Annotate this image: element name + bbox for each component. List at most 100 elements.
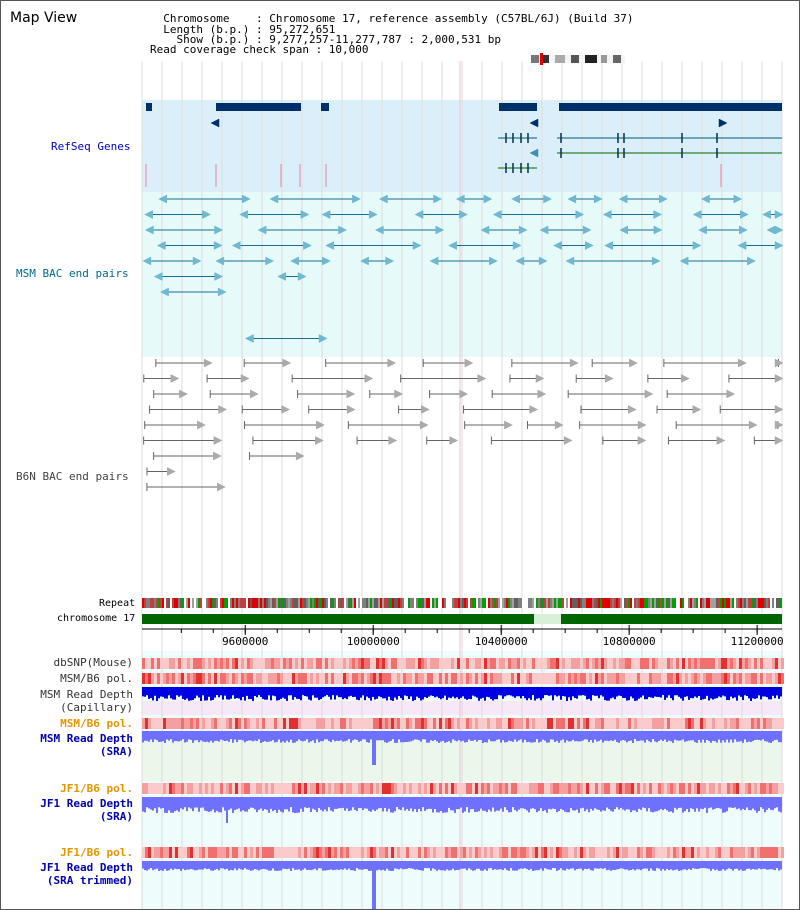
pol-cell [244, 847, 247, 858]
pol-cell [685, 847, 688, 858]
depth-bar [156, 861, 158, 869]
repeat-segment [516, 598, 518, 608]
depth-bar [536, 797, 538, 813]
repeat-segment [392, 598, 394, 608]
pol-cell [541, 847, 544, 858]
pol-cell [406, 673, 409, 684]
pol-cell [244, 673, 247, 684]
depth-bar [298, 861, 300, 870]
depth-bar [166, 731, 168, 740]
b6n-bac-track-label[interactable]: B6N BAC end pairs [16, 470, 129, 483]
depth-bar [152, 797, 154, 811]
depth-bar [582, 731, 584, 741]
depth-bar [728, 861, 730, 869]
depth-bar [702, 861, 704, 869]
depth-bar [582, 861, 584, 871]
pol-cell [496, 718, 499, 729]
pol-cell [193, 783, 196, 794]
pol-cell [709, 847, 712, 858]
pol-cell [226, 658, 229, 669]
depth-bar [750, 687, 752, 701]
pol-cell [310, 673, 313, 684]
depth-bar [716, 861, 718, 870]
depth-bar [464, 731, 466, 743]
repeat-segment [692, 598, 694, 608]
depth-bar [314, 687, 316, 698]
depth-bar [776, 731, 778, 740]
depth-bar [722, 861, 724, 870]
depth-bar [388, 861, 390, 871]
depth-bar [354, 797, 356, 810]
pol-cell [145, 783, 148, 794]
pol-cell [667, 847, 670, 858]
depth-bar [614, 687, 616, 700]
pol-cell [361, 847, 364, 858]
bac-end [419, 420, 429, 430]
pol-cell [496, 673, 499, 684]
pol-cell [508, 783, 511, 794]
depth-bar [728, 687, 730, 701]
pol-cell [511, 658, 514, 669]
pol-cell [586, 847, 589, 858]
pol-cell [241, 673, 244, 684]
depth-bar [630, 797, 632, 813]
pol-cell [745, 847, 748, 858]
msm-bac-track-label[interactable]: MSM BAC end pairs [16, 267, 129, 280]
depth-bar [492, 861, 494, 870]
depth-bar [604, 731, 606, 741]
depth-bar [246, 731, 248, 741]
depth-bar [488, 797, 490, 810]
depth-bar [414, 687, 416, 701]
depth-bar [384, 861, 386, 871]
pol-cell [751, 673, 754, 684]
depth-bar [412, 797, 414, 812]
pol-cell [487, 847, 490, 858]
bac-end [213, 241, 223, 250]
depth-bar [272, 731, 274, 741]
depth-bar [762, 731, 764, 740]
pol-cell [286, 783, 289, 794]
depth-bar [660, 731, 662, 740]
page-title: Map View [10, 10, 78, 26]
repeat-segment [654, 598, 656, 608]
depth-bar [704, 861, 706, 869]
pol-cell [742, 718, 745, 729]
pol-cell [463, 673, 466, 684]
depth-bar [460, 797, 462, 808]
depth-bar [680, 731, 682, 741]
pol-cell [244, 783, 247, 794]
repeat-segment [332, 598, 334, 608]
depth-bar [286, 797, 288, 810]
repeat-segment [690, 598, 692, 608]
depth-bar [764, 797, 766, 813]
pol-cell [757, 783, 760, 794]
repeat-segment [196, 598, 198, 608]
depth-bar [590, 731, 592, 740]
depth-bar [664, 687, 666, 700]
bac-end [604, 241, 614, 250]
axis-tick-label: 10000000 [347, 635, 400, 648]
pol-cell [754, 847, 757, 858]
pol-cell [634, 847, 637, 858]
depth-bar [770, 687, 772, 700]
depth-bar [694, 687, 696, 697]
pol-cell [778, 847, 781, 858]
depth-bar [724, 861, 726, 871]
depth-bar [406, 797, 408, 810]
depth-bar [538, 797, 540, 811]
depth-bar [610, 687, 612, 699]
pol-cell [739, 658, 742, 669]
depth-bar [218, 797, 220, 813]
depth-bar [466, 731, 468, 743]
repeat-segment [550, 598, 552, 608]
depth-bar [480, 731, 482, 741]
depth-bar [646, 731, 648, 740]
refseq-track-label[interactable]: RefSeq Genes [51, 140, 131, 153]
depth-bar [618, 861, 620, 870]
depth-bar [618, 731, 620, 743]
pol-cell [730, 673, 733, 684]
pol-cell [565, 718, 568, 729]
repeat-segment [158, 598, 160, 608]
depth-bar [662, 687, 664, 696]
pol-cell [655, 783, 658, 794]
